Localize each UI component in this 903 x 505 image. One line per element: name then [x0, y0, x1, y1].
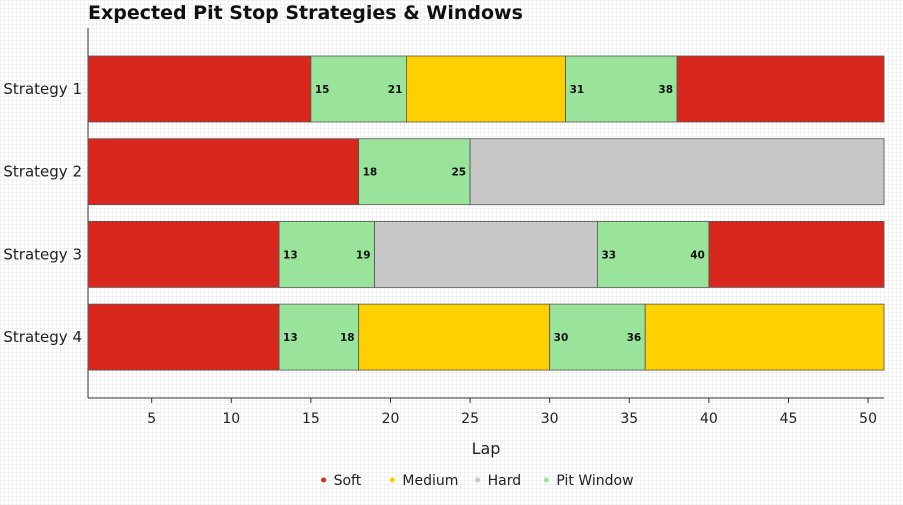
x-tick-label: 25 — [461, 411, 479, 427]
x-tick-label: 40 — [700, 411, 718, 427]
bar-segment — [374, 220, 598, 288]
data-label: 33 — [601, 249, 616, 261]
x-tick-label: 10 — [222, 411, 240, 427]
bar-segment — [278, 220, 375, 288]
data-label: 18 — [340, 332, 355, 344]
data-label: 13 — [283, 332, 298, 344]
data-label: 40 — [690, 249, 705, 261]
bar-segment — [358, 138, 471, 206]
y-tick-label: Strategy 4 — [3, 328, 82, 346]
y-tick-label: Strategy 3 — [3, 245, 82, 263]
bar-segment — [278, 303, 360, 371]
legend-label: Soft — [334, 473, 362, 489]
bar-segment — [549, 303, 646, 371]
x-tick-label: 30 — [541, 411, 559, 427]
legend-marker — [389, 477, 395, 483]
bar-segment — [87, 138, 360, 206]
bar-segment — [644, 303, 885, 371]
bar-segment — [87, 303, 280, 371]
bar-segment — [87, 55, 312, 123]
data-label: 13 — [283, 249, 298, 261]
data-label: 31 — [570, 84, 585, 96]
bar-segment — [597, 220, 710, 288]
plot-area: 5 10 15 20 25 30 35 40 45 50 Strategy 1 15 21 31 38 Str… — [3, 28, 885, 427]
legend-marker — [543, 477, 549, 483]
chart-title: Expected Pit Stop Strategies & Windows — [88, 2, 523, 24]
data-label: 25 — [451, 167, 466, 179]
legend-label: Pit Window — [556, 473, 633, 489]
bar-segment — [565, 55, 678, 123]
legend: Soft Medium Hard Pit Window — [321, 473, 634, 489]
x-tick-label: 50 — [859, 411, 877, 427]
legend-label: Medium — [402, 473, 458, 489]
x-tick-label: 45 — [780, 411, 798, 427]
y-tick-label: Strategy 2 — [3, 163, 82, 181]
legend-label: Hard — [488, 473, 522, 489]
bar-segment — [676, 55, 885, 123]
x-tick-label: 15 — [302, 411, 320, 427]
x-tick-label: 20 — [382, 411, 400, 427]
data-label: 30 — [554, 332, 569, 344]
bar-segment — [87, 220, 280, 288]
x-axis-label: Lap — [472, 439, 501, 458]
bar-segment — [405, 55, 566, 123]
legend-marker — [475, 477, 481, 483]
x-tick-label: 5 — [147, 411, 156, 427]
data-label: 21 — [388, 84, 403, 96]
bar-segment — [469, 138, 885, 206]
data-label: 15 — [315, 84, 330, 96]
bar-segment — [358, 303, 551, 371]
data-label: 36 — [627, 332, 642, 344]
x-tick-label: 35 — [620, 411, 638, 427]
bar-segment — [310, 55, 407, 123]
legend-marker — [321, 477, 327, 483]
y-tick-label: Strategy 1 — [3, 80, 82, 98]
bar-segment — [708, 220, 885, 288]
data-label: 19 — [356, 249, 371, 261]
data-label: 18 — [363, 167, 378, 179]
data-label: 38 — [658, 84, 673, 96]
